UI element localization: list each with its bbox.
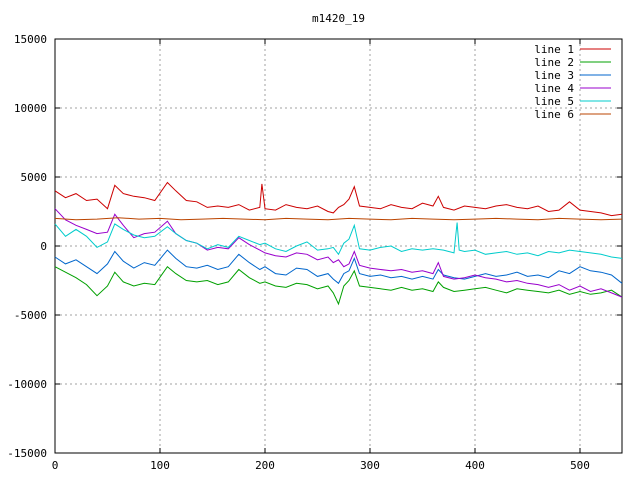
x-tick-label: 400	[465, 459, 485, 472]
legend-label: line 2	[534, 56, 574, 69]
y-tick-label: 10000	[14, 102, 47, 115]
series-lines	[54, 181, 623, 306]
series-line-5	[54, 222, 623, 259]
axis-ticks: 0 100 200 300 400 500 -15000 -10000 -5000 0 5000 10…	[7, 33, 622, 472]
y-tick-label: 15000	[14, 33, 47, 46]
y-tick-label: -10000	[7, 378, 47, 391]
y-tick-label: -5000	[14, 309, 47, 322]
legend-label: line 3	[534, 69, 574, 82]
series-line-4	[54, 208, 623, 298]
y-tick-label: -15000	[7, 447, 47, 460]
grid-lines	[55, 39, 622, 453]
y-tick-label: 0	[40, 240, 47, 253]
chart-title: m1420_19	[312, 12, 365, 25]
x-tick-label: 200	[255, 459, 275, 472]
legend-label: line 5	[534, 95, 574, 108]
series-line-3	[54, 249, 623, 285]
series-line-1	[54, 181, 623, 217]
x-tick-label: 500	[570, 459, 590, 472]
series-line-2	[54, 265, 623, 306]
series-line-6	[54, 217, 623, 221]
legend-label: line 6	[534, 108, 574, 121]
legend-label: line 1	[534, 43, 574, 56]
x-tick-label: 0	[52, 459, 59, 472]
legend-label: line 4	[534, 82, 574, 95]
y-tick-label: 5000	[21, 171, 48, 184]
x-tick-label: 100	[150, 459, 170, 472]
x-tick-label: 300	[360, 459, 380, 472]
